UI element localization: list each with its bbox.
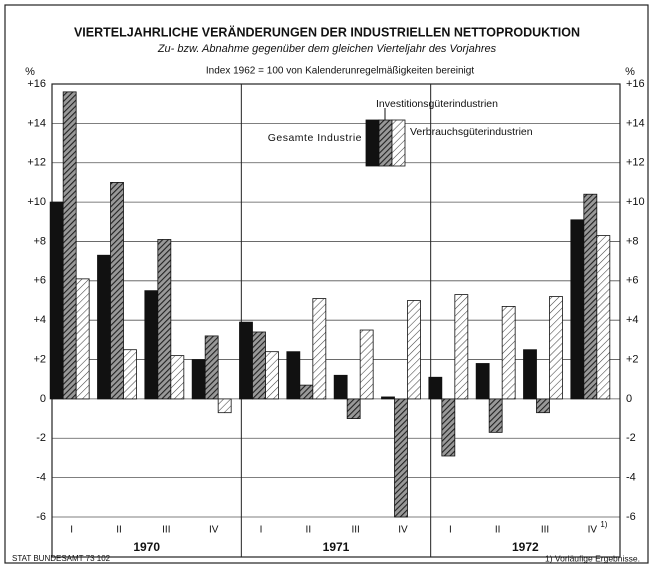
y-tick-label-right: +16 — [626, 78, 645, 90]
y-tick-label-right: +4 — [626, 314, 639, 326]
bar — [75, 278, 90, 400]
bar — [570, 219, 585, 400]
y-tick-label-right: +14 — [626, 117, 645, 129]
bar — [144, 290, 159, 400]
y-tick-label-right: 0 — [626, 393, 632, 405]
bar — [501, 306, 516, 400]
y-tick-label-right: +10 — [626, 196, 645, 208]
bar — [333, 374, 348, 400]
x-tick-label: II — [116, 525, 122, 536]
bar — [110, 182, 124, 400]
bar — [191, 359, 206, 400]
bar — [265, 351, 279, 400]
year-label: 1972 — [512, 540, 539, 554]
chart-title: VIERTELJAHRLICHE VERÄNDERUNGEN DER INDUS… — [74, 24, 580, 39]
legend-swatch — [391, 119, 406, 167]
note: Index 1962 = 100 von Kalenderunregelmäßi… — [206, 66, 474, 77]
x-tick-label: I — [70, 525, 73, 536]
legend-label: Verbrauchsgüterindustrien — [410, 126, 533, 138]
bar — [475, 363, 490, 400]
footnote: 1) Vorläufige Ergebnisse. — [545, 553, 640, 563]
bar — [286, 351, 301, 400]
y-tick-label: +10 — [27, 196, 46, 208]
bar — [394, 398, 408, 518]
y-tick-label: -2 — [36, 432, 46, 444]
y-tick-label-right: -2 — [626, 432, 636, 444]
y-tick-label: +8 — [33, 235, 46, 247]
bar — [239, 321, 253, 400]
bar — [488, 398, 503, 433]
bar — [441, 398, 456, 457]
y-tick-label: +4 — [33, 314, 46, 326]
year-label: 1970 — [133, 540, 160, 554]
bar — [204, 335, 219, 400]
legend-label: Gesamte Industrie — [268, 132, 362, 144]
bar — [523, 349, 537, 400]
legend-swatch — [378, 119, 393, 167]
bar — [407, 300, 421, 400]
x-tick-label: I — [260, 525, 263, 536]
y-unit-right: % — [625, 66, 635, 78]
bar — [346, 398, 361, 419]
legend-swatch — [365, 119, 380, 167]
bar — [381, 396, 395, 400]
y-tick-label: +14 — [27, 117, 46, 129]
footnote-marker: 1) — [600, 520, 607, 529]
y-tick-label-right: +12 — [626, 157, 645, 169]
bar — [157, 239, 172, 400]
y-tick-label: -6 — [36, 511, 46, 523]
x-tick-label: III — [541, 525, 549, 536]
bar — [359, 329, 374, 400]
bar — [49, 201, 64, 400]
x-tick-label: IV — [209, 525, 219, 536]
source: STAT BUNDESAMT 73 102 — [12, 554, 111, 563]
bar — [217, 398, 232, 414]
y-tick-label: +16 — [27, 78, 46, 90]
legend-label: Investitionsgüterindustrien — [376, 98, 498, 110]
x-tick-label: IV — [398, 525, 408, 536]
y-tick-label-right: +6 — [626, 275, 639, 287]
bar — [428, 376, 443, 400]
year-label: 1971 — [323, 540, 350, 554]
bar — [97, 254, 111, 400]
y-tick-label: +12 — [27, 157, 46, 169]
bar — [312, 298, 327, 400]
bar — [123, 349, 137, 400]
x-tick-label: IV — [588, 525, 598, 536]
outer-frame — [4, 4, 649, 564]
x-tick-label: I — [449, 525, 452, 536]
y-unit: % — [25, 66, 35, 78]
bar — [62, 91, 77, 400]
x-tick-label: III — [351, 525, 359, 536]
y-tick-label-right: +8 — [626, 235, 639, 247]
y-tick-label: 0 — [40, 393, 46, 405]
y-tick-label: +6 — [33, 275, 46, 287]
x-tick-label: II — [495, 525, 501, 536]
bar — [549, 296, 563, 400]
bar — [170, 355, 185, 400]
bar — [596, 235, 611, 400]
chart-subtitle: Zu- bzw. Abnahme gegenüber dem gleichen … — [157, 43, 497, 55]
y-tick-label: -4 — [36, 472, 46, 484]
bar — [299, 384, 314, 400]
y-tick-label-right: -4 — [626, 472, 636, 484]
y-tick-label: +2 — [33, 353, 46, 365]
x-tick-label: III — [162, 525, 170, 536]
bar — [454, 294, 469, 400]
y-tick-label-right: +2 — [626, 353, 639, 365]
bar — [252, 331, 266, 400]
x-tick-label: II — [306, 525, 312, 536]
y-tick-label-right: -6 — [626, 511, 636, 523]
bar — [536, 398, 550, 414]
bar — [583, 193, 598, 400]
